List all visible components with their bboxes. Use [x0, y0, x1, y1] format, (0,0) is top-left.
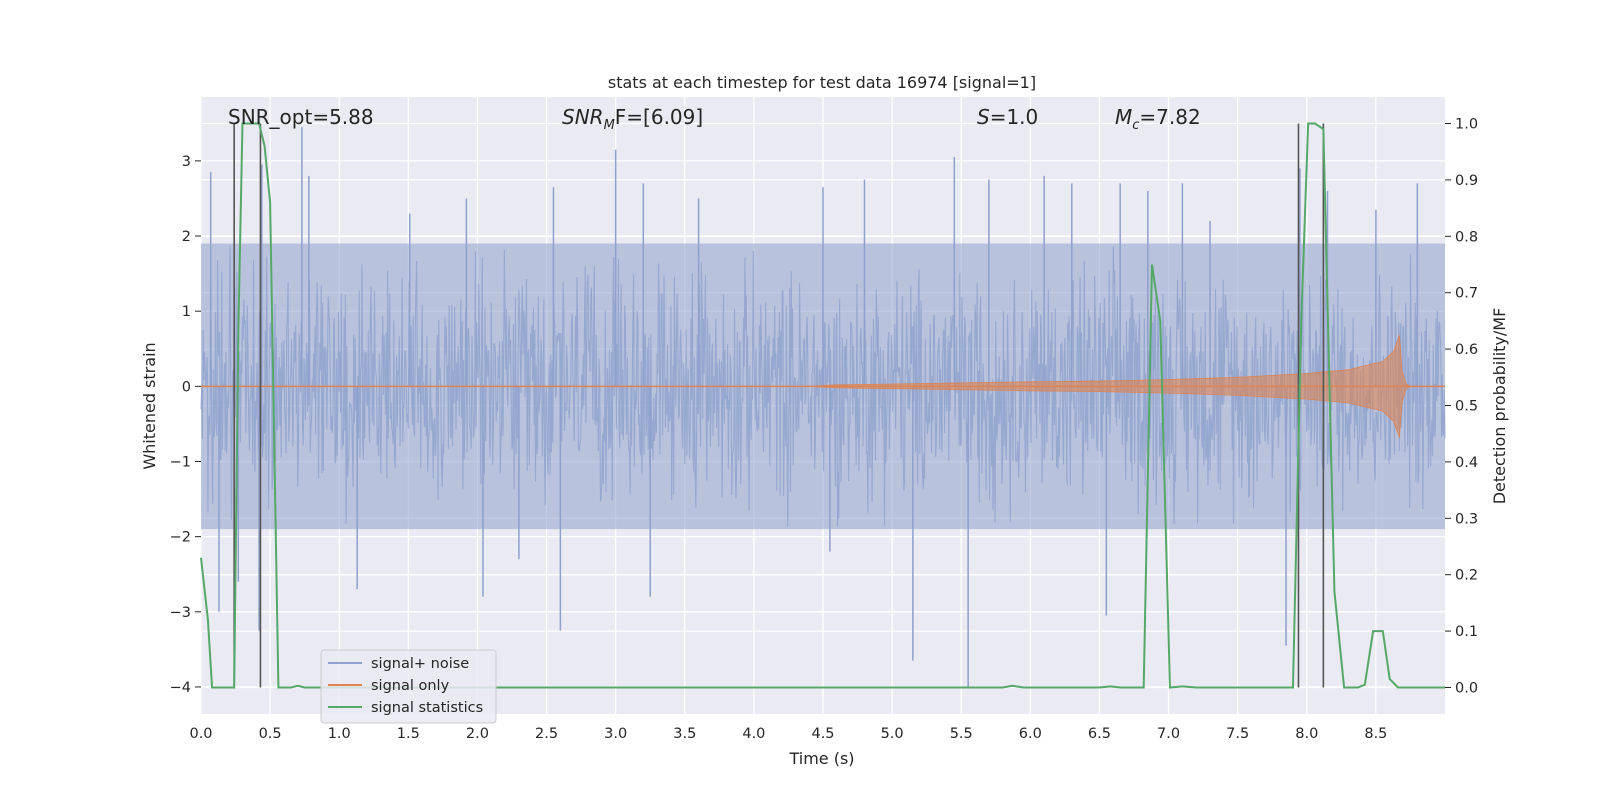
- x-tick-label: 6.0: [1019, 726, 1042, 742]
- y-right-tick-labels: 1.0 0.9 0.8 0.7 0.6 0.5 0.4 0.3 0.2 0.1 0.0: [1445, 117, 1478, 696]
- annotation-mc: Mc=7.82: [1115, 105, 1201, 133]
- x-tick-label: 3.5: [673, 726, 696, 742]
- x-tick-labels: 0.0 0.5 1.0 1.5 2.0 2.5 3.0 3.5 4.0 4.5 5.0 5.5 6.0 6…: [189, 726, 1387, 742]
- x-tick-label: 4.0: [742, 726, 765, 742]
- y-right-tick-label: 0.6: [1455, 342, 1478, 358]
- snr-mf-sub: M: [604, 118, 615, 133]
- mc-sub: c: [1132, 118, 1139, 133]
- y-right-tick-label: 0.5: [1455, 399, 1478, 415]
- snr-mf-prefix: SNR: [562, 105, 604, 129]
- legend-box: [320, 649, 497, 724]
- s-value: =1.0: [990, 105, 1039, 129]
- x-tick-label: 0.0: [189, 726, 212, 742]
- y-right-tick-label: 0.7: [1455, 286, 1478, 302]
- x-tick-label: 2.5: [535, 726, 558, 742]
- x-tick-label: 1.5: [397, 726, 420, 742]
- y-left-tick-labels: 3 2 1 0 −1 −2 −3 −4: [170, 154, 201, 696]
- y-right-tick-label: 1.0: [1455, 117, 1478, 133]
- x-tick-label: 4.5: [811, 726, 834, 742]
- x-tick-label: 3.0: [604, 726, 627, 742]
- annotation-s: S=1.0: [977, 105, 1038, 129]
- y-right-tick-label: 0.4: [1455, 455, 1478, 471]
- y-left-tick-label: −1: [170, 454, 191, 470]
- legend-label-signal-only: signal only: [371, 678, 450, 694]
- y-right-tick-label: 0.1: [1455, 624, 1478, 640]
- x-tick-label: 8.0: [1295, 726, 1318, 742]
- y-left-tick-label: −3: [170, 605, 191, 621]
- mc-var: M: [1115, 105, 1132, 129]
- annotation-snr-mf: SNRMF=[6.09]: [562, 105, 703, 133]
- x-tick-label: 7.5: [1226, 726, 1249, 742]
- x-tick-label: 5.5: [950, 726, 973, 742]
- x-tick-label: 1.0: [328, 726, 351, 742]
- y-right-tick-label: 0.0: [1455, 680, 1478, 696]
- y-axis-right-label: Detection probability/MF: [1490, 308, 1509, 505]
- y-left-tick-label: 2: [182, 229, 191, 245]
- annotation-snr-opt: SNR_opt=5.88: [228, 105, 374, 129]
- x-tick-label: 5.0: [881, 726, 904, 742]
- x-tick-label: 8.5: [1364, 726, 1387, 742]
- x-tick-label: 6.5: [1088, 726, 1111, 742]
- y-left-tick-label: −2: [170, 530, 191, 546]
- snr-mf-suffix: F=[6.09]: [615, 105, 703, 129]
- x-tick-label: 0.5: [259, 726, 282, 742]
- legend-label-signal-statistics: signal statistics: [371, 700, 483, 716]
- s-var: S: [977, 105, 990, 129]
- y-axis-left-label: Whitened strain: [140, 342, 159, 469]
- y-right-tick-label: 0.8: [1455, 229, 1478, 245]
- legend-label-signal-noise: signal+ noise: [371, 656, 469, 672]
- series-signal-only: [201, 335, 1445, 438]
- y-left-tick-label: 3: [182, 154, 191, 170]
- mc-value: =7.82: [1139, 105, 1200, 129]
- y-right-tick-label: 0.2: [1455, 568, 1478, 584]
- series-signal-statistics: [200, 122, 1445, 689]
- y-right-tick-label: 0.9: [1455, 173, 1478, 189]
- x-tick-label: 7.0: [1157, 726, 1180, 742]
- legend: signal+ noise signal only signal statist…: [320, 649, 497, 724]
- chart-title: stats at each timestep for test data 169…: [608, 73, 1036, 92]
- y-left-tick-label: 0: [182, 379, 191, 395]
- y-left-tick-label: 1: [182, 304, 191, 320]
- x-axis-label: Time (s): [788, 749, 854, 768]
- statistics-line: [200, 122, 1445, 689]
- y-right-tick-label: 0.3: [1455, 511, 1478, 527]
- y-left-tick-label: −4: [170, 680, 191, 696]
- vertical-markers: [233, 123, 1325, 688]
- x-tick-label: 2.0: [466, 726, 489, 742]
